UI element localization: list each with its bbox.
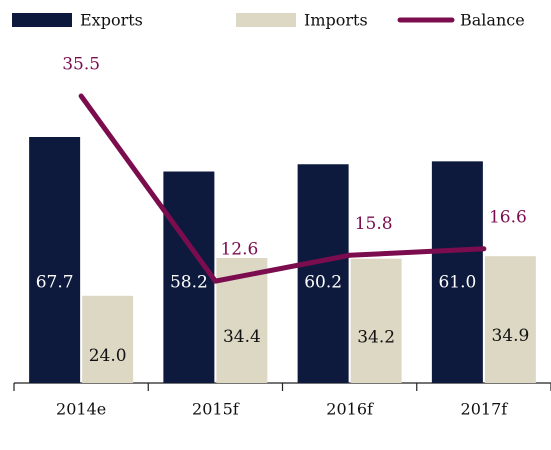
legend-label: Imports [304,11,368,30]
bar [29,137,81,383]
line-value-label: 16.6 [489,207,527,227]
x-tick-label: 2014e [56,400,106,419]
value-label: 60.2 [304,273,342,293]
line-value-label: 12.6 [220,240,258,260]
x-tick-label: 2016f [326,400,374,419]
x-tick-label: 2017f [461,400,509,419]
bar [484,256,536,383]
value-label: 34.9 [491,326,529,346]
line-value-label: 15.8 [355,214,393,234]
value-label: 24.0 [89,346,127,366]
x-tick-label: 2015f [192,400,240,419]
bar [350,258,402,383]
value-label: 34.4 [223,327,261,347]
bar [431,161,483,383]
legend-swatch [236,13,296,27]
value-label: 67.7 [36,273,74,293]
bar [163,171,215,383]
legend-label: Balance [460,11,525,30]
balance-line [78,93,487,284]
legend-label: Exports [80,11,143,30]
value-label: 58.2 [170,273,208,293]
legend-swatch [12,13,72,27]
bar [297,164,349,383]
bar [82,295,134,383]
value-label: 34.2 [357,327,395,347]
value-label: 61.0 [438,273,476,293]
line-value-label: 35.5 [62,55,100,75]
